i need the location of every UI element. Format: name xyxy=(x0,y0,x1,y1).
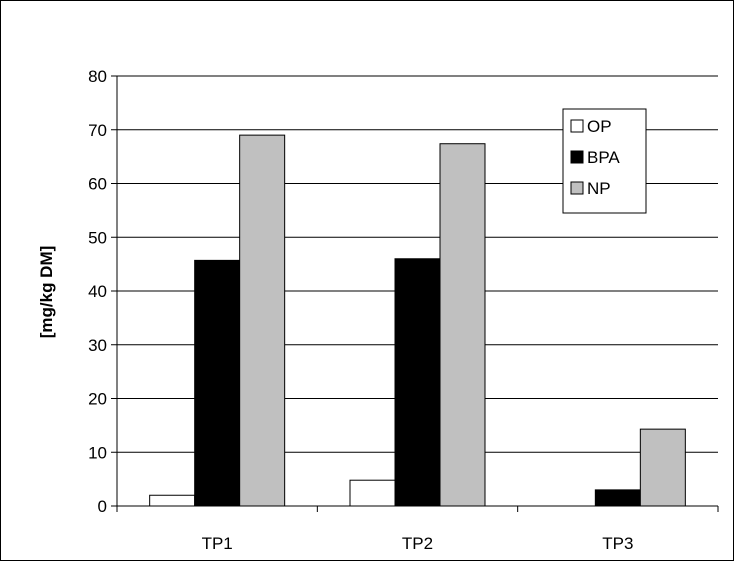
y-tick-label: 40 xyxy=(88,282,107,301)
bar-bpa-tp3 xyxy=(594,489,641,507)
bars xyxy=(149,134,686,507)
y-tick-label: 50 xyxy=(88,228,107,247)
y-tick-label: 20 xyxy=(88,390,107,409)
y-tick-label: 80 xyxy=(88,67,107,86)
x-tick-label: TP1 xyxy=(202,534,233,553)
x-tick-label: TP3 xyxy=(602,534,633,553)
y-tick-label: 60 xyxy=(88,175,107,194)
y-axis-label: [mg/kg DM] xyxy=(37,246,56,339)
bar-np-tp1 xyxy=(239,134,286,507)
y-tick-label: 70 xyxy=(88,121,107,140)
bar-op-tp1 xyxy=(149,494,196,507)
y-tick-label: 10 xyxy=(88,443,107,462)
legend-swatch-np xyxy=(570,181,584,195)
legend-label-np: NP xyxy=(587,179,611,198)
bar-np-tp3 xyxy=(639,428,686,507)
legend-swatch-op xyxy=(570,119,584,133)
legend: OP BPA NP xyxy=(562,108,647,214)
y-tick-labels: 0 10 20 30 40 50 60 70 80 xyxy=(88,67,107,516)
x-tick-labels: TP1 TP2 TP3 xyxy=(202,534,634,553)
bar-bpa-tp1 xyxy=(194,259,241,507)
legend-label-op: OP xyxy=(587,117,612,136)
bar-np-tp2 xyxy=(439,143,486,507)
y-tick-label: 0 xyxy=(98,497,107,516)
legend-label-bpa: BPA xyxy=(587,148,620,167)
bar-bpa-tp2 xyxy=(394,258,441,507)
legend-swatch-bpa xyxy=(570,150,584,164)
axes xyxy=(111,75,719,512)
bar-op-tp2 xyxy=(349,479,396,507)
y-tick-label: 30 xyxy=(88,336,107,355)
x-tick-label: TP2 xyxy=(402,534,433,553)
